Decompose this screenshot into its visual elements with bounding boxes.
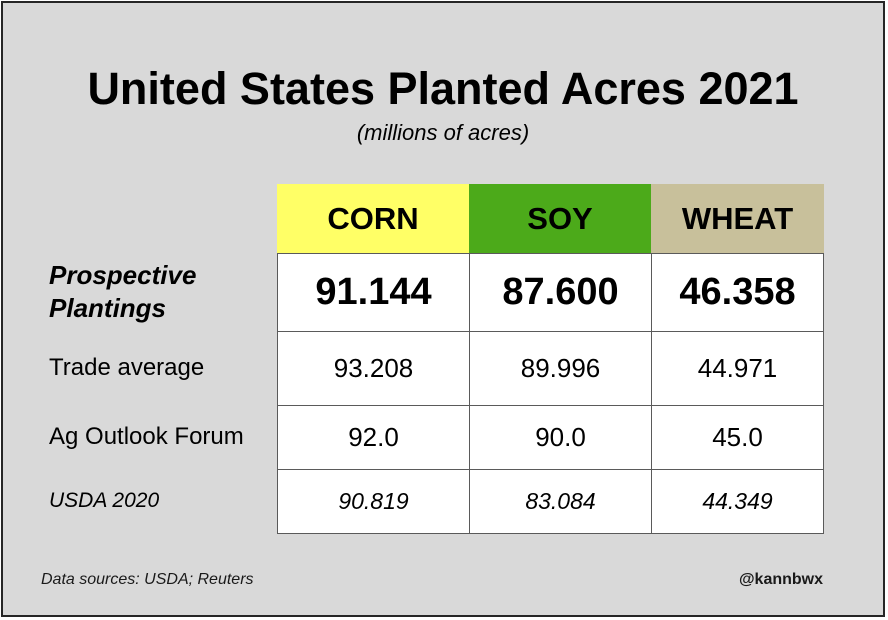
cell-usda-2020-soy: 83.084 <box>469 469 652 534</box>
cell-trade-avg-corn: 93.208 <box>277 331 470 406</box>
row-label-prospective-plantings: Prospective Plantings <box>49 260 197 323</box>
author-handle: @kannbwx <box>738 571 823 588</box>
cell-trade-avg-soy: 89.996 <box>469 331 652 406</box>
cell-prospective-corn: 91.144 <box>277 253 470 332</box>
row-label-ag-outlook-forum: Ag Outlook Forum <box>49 423 244 450</box>
cell-prospective-wheat: 46.358 <box>651 253 824 332</box>
cell-usda-2020-corn: 90.819 <box>277 469 470 534</box>
data-source-note: Data sources: USDA; Reuters <box>41 571 254 588</box>
cell-ag-outlook-corn: 92.0 <box>277 405 470 470</box>
row-label-trade-average: Trade average <box>49 354 205 381</box>
column-header-corn: CORN <box>277 184 469 253</box>
column-header-wheat: WHEAT <box>651 184 824 253</box>
cell-prospective-soy: 87.600 <box>469 253 652 332</box>
column-header-soy: SOY <box>469 184 651 253</box>
row-label-usda-2020: USDA 2020 <box>49 489 160 512</box>
cell-ag-outlook-soy: 90.0 <box>469 405 652 470</box>
cell-ag-outlook-wheat: 45.0 <box>651 405 824 470</box>
cell-usda-2020-wheat: 44.349 <box>651 469 824 534</box>
chart-title: United States Planted Acres 2021 <box>87 63 799 114</box>
cell-trade-avg-wheat: 44.971 <box>651 331 824 406</box>
chart-subtitle: (millions of acres) <box>356 120 530 145</box>
